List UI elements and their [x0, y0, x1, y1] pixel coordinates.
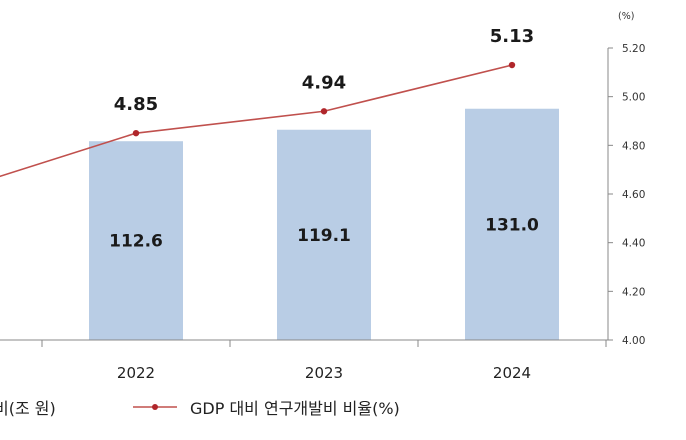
legend: 비(조 원) GDP 대비 연구개발비 비율(%): [0, 399, 400, 418]
bar-series: [89, 108, 559, 341]
y2-tick-label-4.60: 4.60: [622, 189, 645, 201]
axes: 2022 2023 2024 4.00 4.20 4.40 4.60 4.80 5.00 5.20…: [0, 11, 645, 382]
legend-bar-label: 비(조 원): [0, 399, 56, 418]
y2-tick-label-4.00: 4.00: [622, 335, 645, 347]
legend-line-marker: [152, 404, 158, 410]
line-path: [0, 64, 513, 178]
line-value-label-2023: 4.94: [302, 72, 346, 93]
x-tick-label-2022: 2022: [117, 364, 155, 382]
y2-tick-label-5.00: 5.00: [622, 92, 645, 104]
line-series: [0, 61, 516, 178]
line-point-2023: [320, 108, 328, 115]
line-label-group: 4.85 4.94 5.13: [114, 26, 534, 115]
bar-2023: [277, 129, 371, 340]
bar-value-label-2024: 131.0: [485, 215, 539, 235]
line-point-2022: [132, 129, 140, 137]
legend-line-label: GDP 대비 연구개발비 비율(%): [190, 399, 400, 418]
line-point-2024: [508, 61, 516, 69]
y2-unit-label: (%): [618, 11, 634, 22]
bar-value-label-2022: 112.6: [109, 232, 163, 252]
line-value-label-2024: 5.13: [490, 26, 534, 47]
y2-tick-label-4.20: 4.20: [622, 286, 645, 298]
y2-tick-label-4.40: 4.40: [622, 238, 645, 250]
y2-tick-label-4.80: 4.80: [622, 140, 645, 152]
bar-2022: [89, 141, 183, 340]
x-tick-label-2023: 2023: [305, 364, 343, 382]
bar-2024: [465, 108, 559, 341]
bar-label-group: 112.6 119.1 131.0: [109, 215, 539, 251]
bar-value-label-2023: 119.1: [297, 226, 351, 246]
x-tick-label-2024: 2024: [493, 364, 531, 382]
line-value-label-2022: 4.85: [114, 94, 158, 115]
y2-tick-label-5.20: 5.20: [622, 43, 645, 55]
